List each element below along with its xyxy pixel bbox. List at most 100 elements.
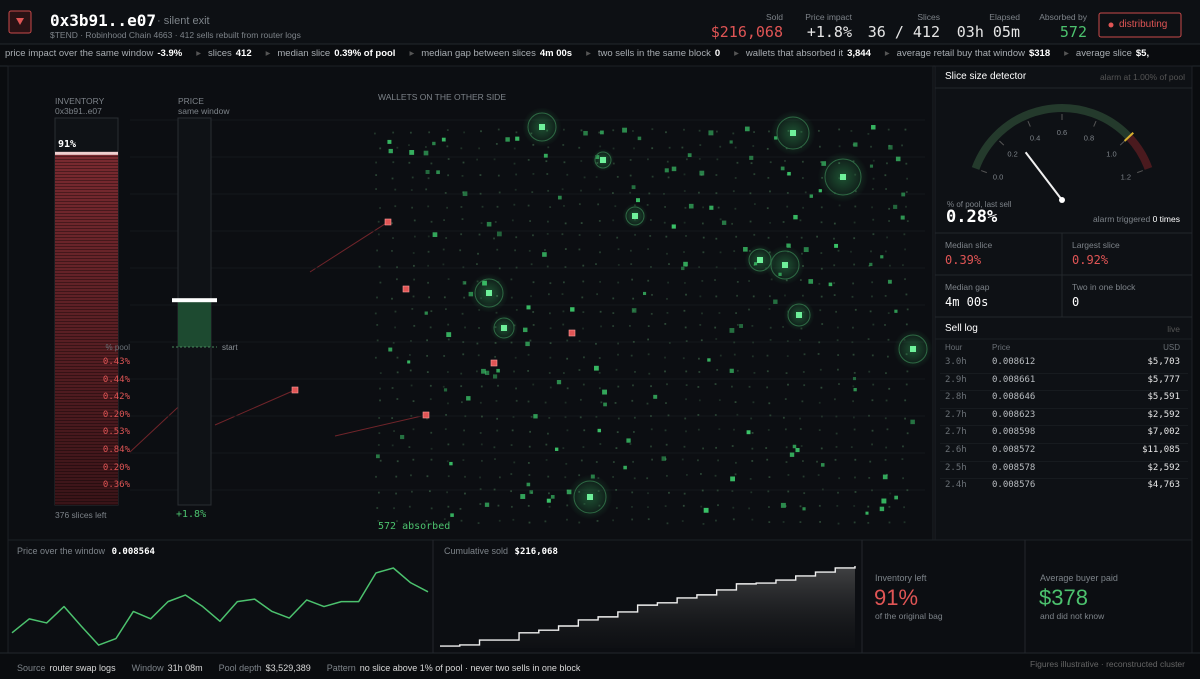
wallet-dot — [697, 414, 700, 416]
wallet-dot — [768, 130, 770, 133]
wallet-dot — [904, 128, 907, 131]
wallet-big — [782, 262, 788, 268]
wallet-dot — [714, 414, 717, 416]
wallet-buyer — [795, 447, 800, 453]
wallet-dot — [459, 507, 462, 510]
wallet-dot — [447, 323, 450, 326]
wallet-dot — [821, 488, 824, 491]
wallet-dot — [411, 176, 414, 179]
wallet-dot — [629, 174, 632, 177]
ticker-label: wallets that absorbed it — [745, 48, 844, 59]
wallet-dot — [481, 205, 484, 208]
wallet-buyer — [739, 324, 744, 328]
wallet-buyer — [550, 495, 555, 499]
wallet-dot — [411, 522, 414, 525]
wallet-dot — [697, 386, 700, 388]
wallet-dot — [646, 477, 649, 480]
wallet-dot — [718, 399, 721, 402]
wallet-dot — [697, 459, 699, 462]
wallet-dot — [374, 312, 377, 315]
wallets-footer: 572 absorbed — [378, 521, 451, 532]
inventory-top — [55, 151, 118, 155]
wallet-dot — [665, 443, 668, 446]
wallet-buyer — [636, 198, 640, 203]
wallet-dot — [702, 522, 705, 525]
wallet-buyer — [882, 474, 888, 480]
wallet-dot — [379, 387, 381, 390]
wallet-dot — [853, 521, 856, 524]
wallet-dot — [785, 505, 787, 508]
wallet-dot — [884, 174, 887, 177]
wallet-dot — [442, 248, 445, 251]
wallet-dot — [462, 443, 465, 446]
wallet-dot — [632, 340, 635, 343]
seller-slice — [291, 386, 299, 394]
wallet-dot — [426, 417, 428, 420]
wallet-dot — [736, 280, 739, 283]
wallet-dot — [391, 297, 393, 300]
alarm-info: alarm triggered 0 times — [1093, 214, 1180, 224]
wallet-dot — [632, 384, 634, 387]
wallet-dot — [731, 222, 734, 225]
wallet-dot — [391, 417, 394, 420]
wallet-dot — [562, 310, 565, 313]
wallet-dot — [374, 356, 377, 359]
wallet-dot — [480, 222, 483, 225]
wallet-dot — [885, 399, 888, 402]
wallet-buyer — [446, 332, 452, 338]
wallet-dot — [647, 158, 649, 161]
metric-value: 4m 00s — [945, 295, 989, 309]
wallet-dot — [872, 159, 875, 162]
wallet-dot — [767, 429, 770, 431]
status-button[interactable]: distributing — [1119, 19, 1168, 30]
wallet-dot — [461, 312, 464, 315]
wallet-dot — [515, 236, 518, 239]
wallet-dot — [514, 188, 517, 191]
wallet-dot — [631, 518, 634, 521]
wallet-dot — [544, 249, 546, 251]
cumulative-header: Cumulative sold $216,068 — [444, 546, 558, 557]
wallet-dot — [714, 474, 717, 477]
wallet-dot — [496, 248, 499, 251]
wallet-buyer — [542, 252, 547, 257]
wallet-dot — [731, 385, 733, 388]
wallet-dot — [698, 158, 701, 160]
ticker-value: $5, — [1135, 48, 1150, 59]
wallet-dot — [564, 266, 567, 269]
wallet-buyer — [637, 136, 642, 141]
wallet-dot — [748, 385, 751, 388]
wallet-dot — [634, 370, 636, 373]
wallet-dot — [427, 250, 430, 253]
wallet-buyer — [703, 507, 709, 513]
wallet-big — [796, 312, 802, 318]
wallet-dot — [545, 160, 548, 163]
wallet-dot — [462, 353, 465, 356]
wallet-dot — [734, 267, 737, 270]
detector-note: alarm at 1.00% of pool — [1099, 72, 1185, 82]
wallet-dot — [664, 370, 666, 373]
wallet-dot — [566, 357, 569, 360]
seller-slice — [384, 218, 392, 226]
wallet-dot — [410, 474, 412, 477]
wallet-dot — [838, 204, 841, 207]
wallet-dot — [887, 128, 890, 131]
price-chart-value: 0.008564 — [111, 547, 155, 557]
wallet-dot — [905, 191, 908, 193]
wallet-dot — [902, 264, 904, 266]
wallet-dot — [784, 294, 786, 297]
wallet-dot — [854, 491, 857, 493]
wallet-dot — [631, 491, 634, 494]
wallet-dot — [838, 145, 841, 148]
wallet-dot — [532, 173, 535, 175]
wallet-dot — [750, 162, 753, 165]
wallet-dot — [663, 221, 666, 224]
wallet-dot — [443, 219, 445, 222]
wallet-dot — [733, 353, 736, 356]
wallet-dot — [868, 370, 871, 373]
cumulative-label: Cumulative sold — [444, 546, 509, 556]
wallet-dot — [850, 446, 853, 448]
wallet-dot — [391, 177, 394, 180]
wallet-dot — [479, 503, 482, 505]
wallet-dot — [821, 323, 824, 325]
